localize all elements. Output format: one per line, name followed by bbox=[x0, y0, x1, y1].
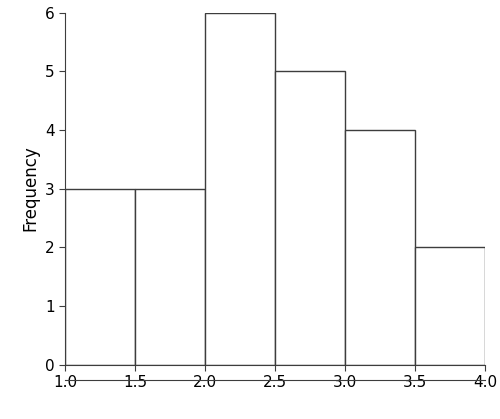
Bar bbox=[65, 189, 135, 365]
Bar bbox=[345, 130, 415, 365]
Bar bbox=[205, 13, 275, 365]
Bar bbox=[135, 189, 205, 365]
Bar bbox=[415, 247, 485, 365]
Bar bbox=[275, 71, 345, 365]
Y-axis label: Frequency: Frequency bbox=[22, 146, 40, 231]
